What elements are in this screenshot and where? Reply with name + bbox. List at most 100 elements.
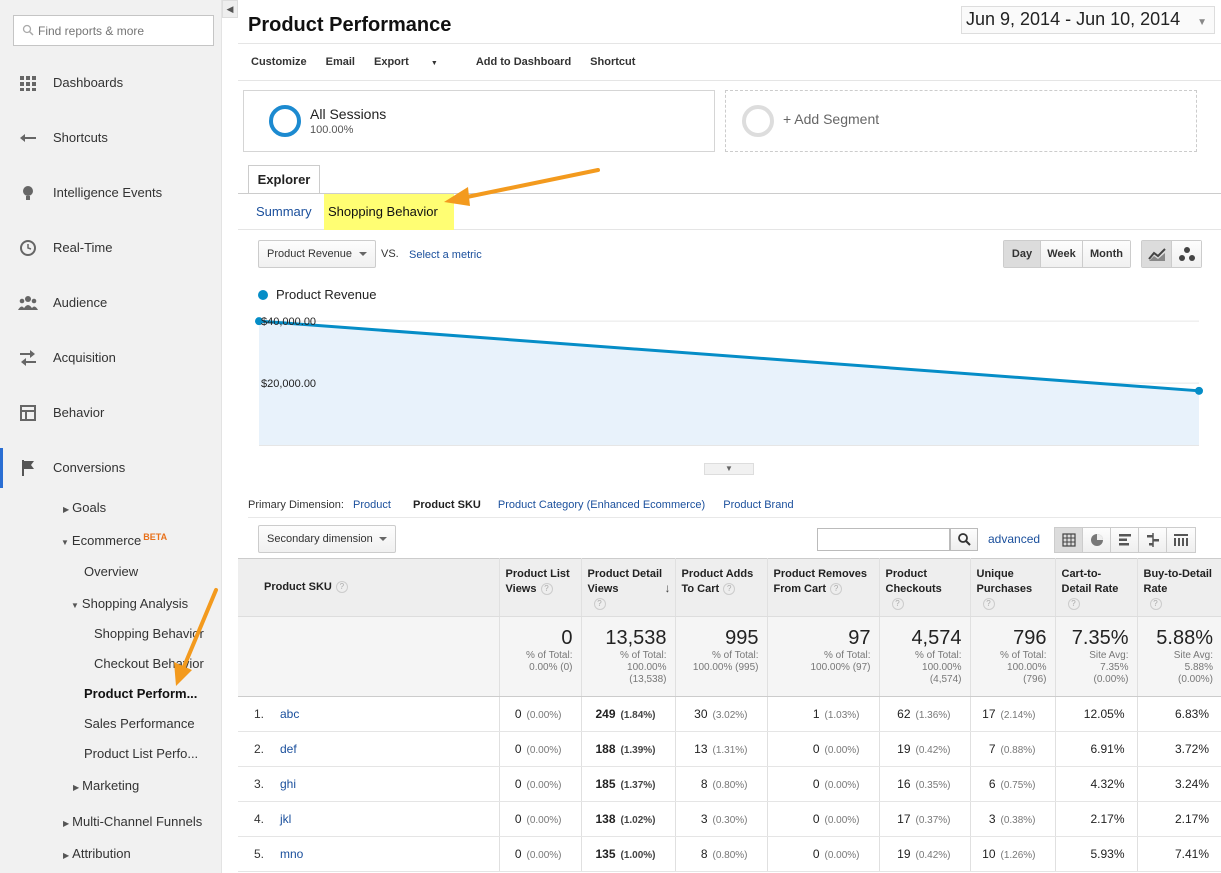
total-subtext: 100.00% (97) xyxy=(810,662,871,673)
search-box[interactable] xyxy=(13,15,214,46)
tab-explorer[interactable]: Explorer xyxy=(248,165,320,194)
sku-link[interactable]: ghi xyxy=(280,777,297,791)
help-icon[interactable]: ? xyxy=(593,598,606,610)
export-button[interactable]: Export ▼ xyxy=(374,56,457,68)
metric-percent: (0.00%) xyxy=(526,745,562,756)
nav-behavior[interactable]: Behavior xyxy=(0,393,221,433)
metric-percent: (1.39%) xyxy=(620,745,656,756)
nav-attribution[interactable]: ▶ Attribution xyxy=(63,846,131,861)
data-view-button[interactable] xyxy=(1055,528,1083,552)
sku-link[interactable]: abc xyxy=(280,707,300,721)
help-icon[interactable]: ? xyxy=(335,581,348,593)
nav-product-performance[interactable]: Product Perform... xyxy=(84,686,198,701)
totals-cell: 796% of Total: 100.00% (796) xyxy=(970,616,1056,697)
metric-dropdown-label: Product Revenue xyxy=(267,248,352,260)
col-product-list-views[interactable]: Product List Views? xyxy=(499,558,582,617)
metric-value: 30 xyxy=(694,707,708,721)
metric-value: 188 xyxy=(595,742,616,756)
segment-all-sessions[interactable]: All Sessions 100.00% xyxy=(243,90,715,152)
nav-checkout-behavior[interactable]: Checkout Behavior xyxy=(94,656,204,671)
help-icon[interactable]: ? xyxy=(540,583,553,595)
dim-product-brand[interactable]: Product Brand xyxy=(723,499,794,511)
percentage-view-button[interactable] xyxy=(1083,528,1111,552)
col-product-checkouts[interactable]: Product Checkouts? xyxy=(879,558,971,617)
table-search-button[interactable] xyxy=(950,528,978,551)
select-metric-link[interactable]: Select a metric xyxy=(409,249,482,261)
day-button[interactable]: Day xyxy=(1004,241,1041,267)
chart-point[interactable] xyxy=(255,317,263,326)
col-buy-to-detail-rate[interactable]: Buy-to-Detail Rate? xyxy=(1137,558,1221,617)
nav-sales-performance[interactable]: Sales Performance xyxy=(84,716,195,731)
table-search-input[interactable] xyxy=(817,528,950,551)
metric-percent: (1.84%) xyxy=(620,710,656,721)
help-icon[interactable]: ? xyxy=(891,598,904,610)
totals-cell: 995% of Total: 100.00% (995) xyxy=(675,616,768,697)
help-icon[interactable]: ? xyxy=(723,583,736,595)
nav-audience[interactable]: Audience xyxy=(0,283,221,323)
customize-button[interactable]: Customize xyxy=(251,56,307,68)
nav-dashboards[interactable]: Dashboards xyxy=(0,63,221,103)
performance-view-button[interactable] xyxy=(1111,528,1139,552)
week-button[interactable]: Week xyxy=(1041,241,1083,267)
chevron-right-icon: ▶ xyxy=(73,783,80,792)
search-input[interactable] xyxy=(38,21,208,41)
line-chart-button[interactable] xyxy=(1142,241,1172,267)
month-button[interactable]: Month xyxy=(1083,241,1130,267)
metric-percent: (0.00%) xyxy=(526,710,562,721)
add-to-dashboard-button[interactable]: Add to Dashboard xyxy=(475,56,572,68)
nav-shopping-behavior[interactable]: Shopping Behavior xyxy=(94,626,204,641)
nav-acquisition[interactable]: Acquisition xyxy=(0,338,221,378)
totals-cell: 5.88% Site Avg: 5.88% (0.00%) xyxy=(1137,616,1221,697)
nav-multi-channel-funnels[interactable]: ▶ Multi-Channel Funnels xyxy=(63,814,202,829)
sku-link[interactable]: mno xyxy=(280,847,304,861)
col-label: Buy-to-Detail Rate xyxy=(1143,568,1212,595)
nav-conversions[interactable]: Conversions xyxy=(0,448,221,488)
divider xyxy=(238,193,1221,194)
nav-product-list-performance[interactable]: Product List Perfo... xyxy=(84,746,199,761)
tab-shopping-behavior[interactable]: Shopping Behavior xyxy=(324,194,454,230)
nav-goals[interactable]: ▶ Goals xyxy=(63,500,106,515)
email-button[interactable]: Email xyxy=(325,56,355,68)
nav-intelligence-events[interactable]: Intelligence Events xyxy=(0,173,221,213)
col-product-sku[interactable]: Product SKU? xyxy=(238,558,500,617)
table-row: 1. abc 0 (0.00%) 249 (1.84%) 30 (3.02%) 1 (1.03%)… xyxy=(238,696,1221,732)
help-icon[interactable]: ? xyxy=(830,583,843,595)
col-product-detail-views[interactable]: Product Detail Views? ↓ xyxy=(581,558,676,617)
nav-real-time[interactable]: Real-Time xyxy=(0,228,221,268)
secondary-dimension-dropdown[interactable]: Secondary dimension xyxy=(258,525,396,553)
help-icon[interactable]: ? xyxy=(1067,598,1080,610)
tab-summary[interactable]: Summary xyxy=(256,204,312,219)
collapse-sidebar-button[interactable]: ◀ xyxy=(222,0,238,18)
add-segment-button[interactable]: + Add Segment xyxy=(725,90,1197,152)
chart-point[interactable] xyxy=(1195,386,1203,395)
chart-expand-toggle[interactable]: ▼ xyxy=(704,463,754,475)
nav-shopping-analysis[interactable]: ▼ Shopping Analysis xyxy=(71,596,188,611)
dim-product-sku[interactable]: Product SKU xyxy=(413,499,481,511)
pivot-view-button[interactable] xyxy=(1167,528,1195,552)
nav-attribution-label: Attribution xyxy=(72,846,131,861)
advanced-filter-link[interactable]: advanced xyxy=(988,532,1041,546)
col-product-adds-to-cart[interactable]: Product Adds To Cart? xyxy=(675,558,768,617)
sku-link[interactable]: jkl xyxy=(280,812,292,826)
nav-marketing[interactable]: ▶ Marketing xyxy=(73,778,139,793)
dim-product[interactable]: Product xyxy=(353,499,391,511)
dim-product-category[interactable]: Product Category (Enhanced Ecommerce) xyxy=(497,499,706,511)
col-unique-purchases[interactable]: Unique Purchases? xyxy=(970,558,1056,617)
comparison-view-button[interactable] xyxy=(1139,528,1167,552)
date-range-picker[interactable]: Jun 9, 2014 - Jun 10, 2014 ▼ xyxy=(961,6,1215,34)
help-icon[interactable]: ? xyxy=(1149,598,1162,610)
help-icon[interactable]: ? xyxy=(982,598,995,610)
nav-ecommerce[interactable]: ▼ Ecommerce BETA xyxy=(61,532,167,548)
motion-chart-button[interactable] xyxy=(1172,241,1201,267)
revenue-chart[interactable]: $40,000.00 $20,000.00 xyxy=(238,300,1221,470)
total-subtext: % of Total: xyxy=(711,650,759,661)
total-subtext: (4,574) xyxy=(929,674,962,685)
divider xyxy=(248,517,1221,518)
metric-dropdown[interactable]: Product Revenue xyxy=(258,240,376,268)
nav-shortcuts[interactable]: Shortcuts xyxy=(0,118,221,158)
col-cart-to-detail-rate[interactable]: Cart-to-Detail Rate? xyxy=(1055,558,1138,617)
sku-link[interactable]: def xyxy=(280,742,297,756)
col-product-removes-from-cart[interactable]: Product Removes From Cart? xyxy=(767,558,880,617)
shortcut-button[interactable]: Shortcut xyxy=(590,56,636,68)
nav-overview[interactable]: Overview xyxy=(84,564,139,579)
